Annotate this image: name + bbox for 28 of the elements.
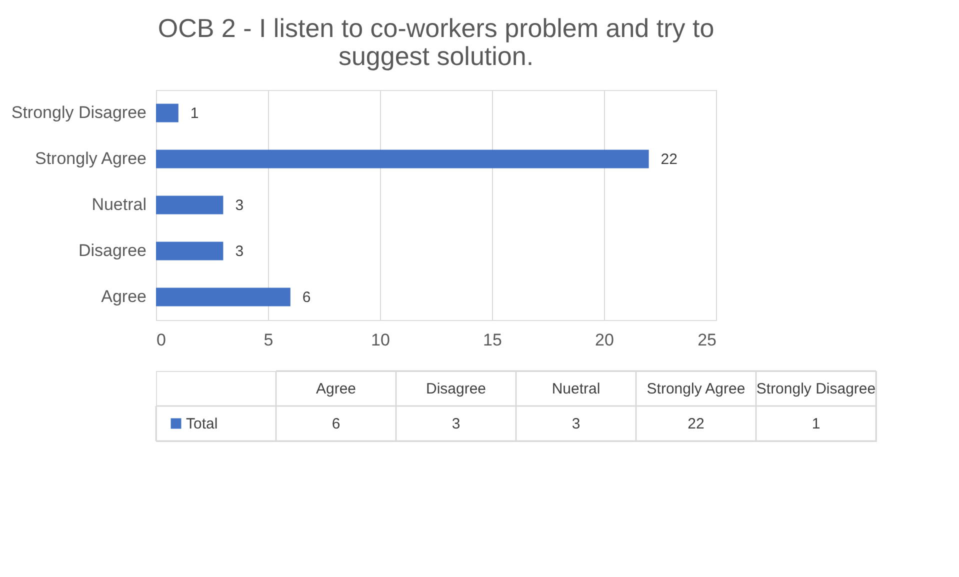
data-label: 22 — [688, 416, 704, 432]
category-label: Agree — [316, 380, 356, 398]
x-tick-label: 0 — [156, 330, 166, 350]
data-label: 1 — [190, 105, 199, 122]
y-tick-label: Nuetral — [92, 195, 146, 214]
y-tick-label: Agree — [101, 287, 146, 306]
x-tick-label: 10 — [371, 330, 390, 350]
data-label: 22 — [660, 151, 678, 168]
data-label: 6 — [302, 289, 311, 306]
category-label: Strongly Disagree — [756, 380, 876, 398]
x-tick-label: 25 — [698, 330, 716, 350]
x-tick-label: 15 — [483, 330, 502, 350]
data-label: 3 — [235, 243, 244, 260]
category-label: Strongly Agree — [646, 380, 746, 398]
y-tick-label: Strongly Disagree — [11, 103, 146, 122]
x-tick-label: 5 — [264, 330, 274, 350]
data-label: 3 — [452, 416, 460, 432]
category-label: Nuetral — [552, 380, 600, 398]
data-label: 3 — [235, 197, 244, 214]
x-tick-label: 20 — [595, 330, 614, 350]
category-label: Disagree — [426, 380, 486, 398]
legend-label: Total — [186, 416, 218, 432]
chart-title: OCB 2 - I listen to co-workers problem and try to suggest solution. — [158, 13, 714, 71]
y-tick-label: Disagree — [78, 241, 146, 260]
data-label: 6 — [332, 416, 340, 432]
data-label: 1 — [812, 416, 820, 432]
data-label: 3 — [572, 416, 580, 432]
y-tick-label: Strongly Agree — [34, 149, 146, 168]
